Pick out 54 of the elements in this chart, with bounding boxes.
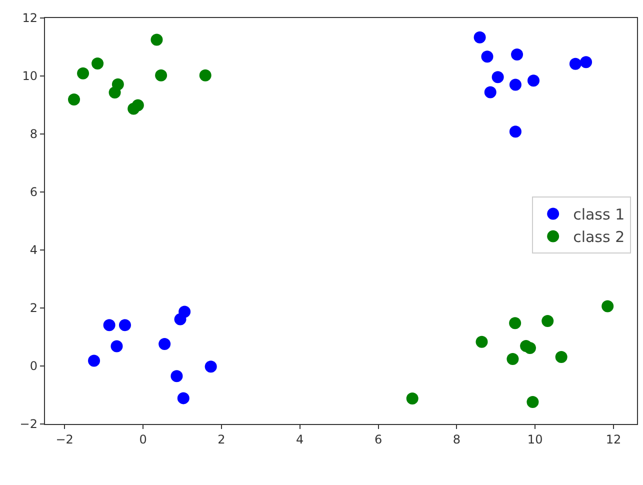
point	[406, 392, 418, 404]
point	[103, 319, 116, 332]
point	[170, 370, 183, 382]
point	[108, 86, 121, 99]
y-tick-label: 6	[30, 185, 38, 200]
point	[580, 56, 592, 68]
point	[602, 300, 614, 312]
x-tick-label: 8	[452, 432, 460, 446]
y-tick-label: 10	[22, 69, 38, 84]
point	[68, 93, 80, 106]
point	[481, 50, 494, 63]
y-tick-label: 12	[22, 11, 38, 26]
point	[524, 342, 536, 354]
point	[150, 34, 163, 46]
x-tick-label: 10	[527, 432, 543, 446]
point	[506, 353, 519, 366]
point	[77, 67, 90, 80]
point	[528, 74, 540, 87]
point	[511, 48, 524, 61]
x-tick-label: −2	[56, 432, 74, 446]
point	[476, 336, 488, 348]
point	[526, 396, 539, 408]
point	[509, 126, 522, 138]
x-tick-label: 0	[139, 432, 147, 446]
point	[484, 86, 496, 98]
point	[110, 340, 123, 352]
x-tick-label: 12	[606, 432, 622, 446]
point	[174, 313, 186, 326]
point	[569, 58, 582, 70]
point	[177, 392, 190, 404]
point	[88, 354, 100, 367]
x-tick-label: 2	[218, 432, 226, 446]
y-tick-label: 4	[30, 243, 38, 258]
point	[509, 78, 522, 91]
point	[555, 351, 568, 364]
y-tick-label: −2	[20, 417, 38, 432]
point	[155, 69, 168, 82]
y-tick-label: 8	[30, 127, 38, 142]
y-tick-label: 0	[30, 359, 38, 374]
point	[92, 58, 104, 70]
point	[199, 69, 212, 82]
y-tick-label: 2	[30, 301, 38, 316]
x-tick-label: 6	[374, 432, 382, 446]
point	[158, 338, 171, 350]
point	[509, 317, 522, 330]
point	[542, 315, 554, 328]
point	[204, 360, 217, 373]
legend-label: class 2	[573, 228, 625, 246]
legend-label: class 1	[573, 206, 625, 224]
point	[474, 31, 486, 44]
x-tick-label: 4	[296, 432, 304, 446]
point	[132, 99, 144, 112]
point	[492, 71, 504, 84]
point	[118, 319, 131, 332]
